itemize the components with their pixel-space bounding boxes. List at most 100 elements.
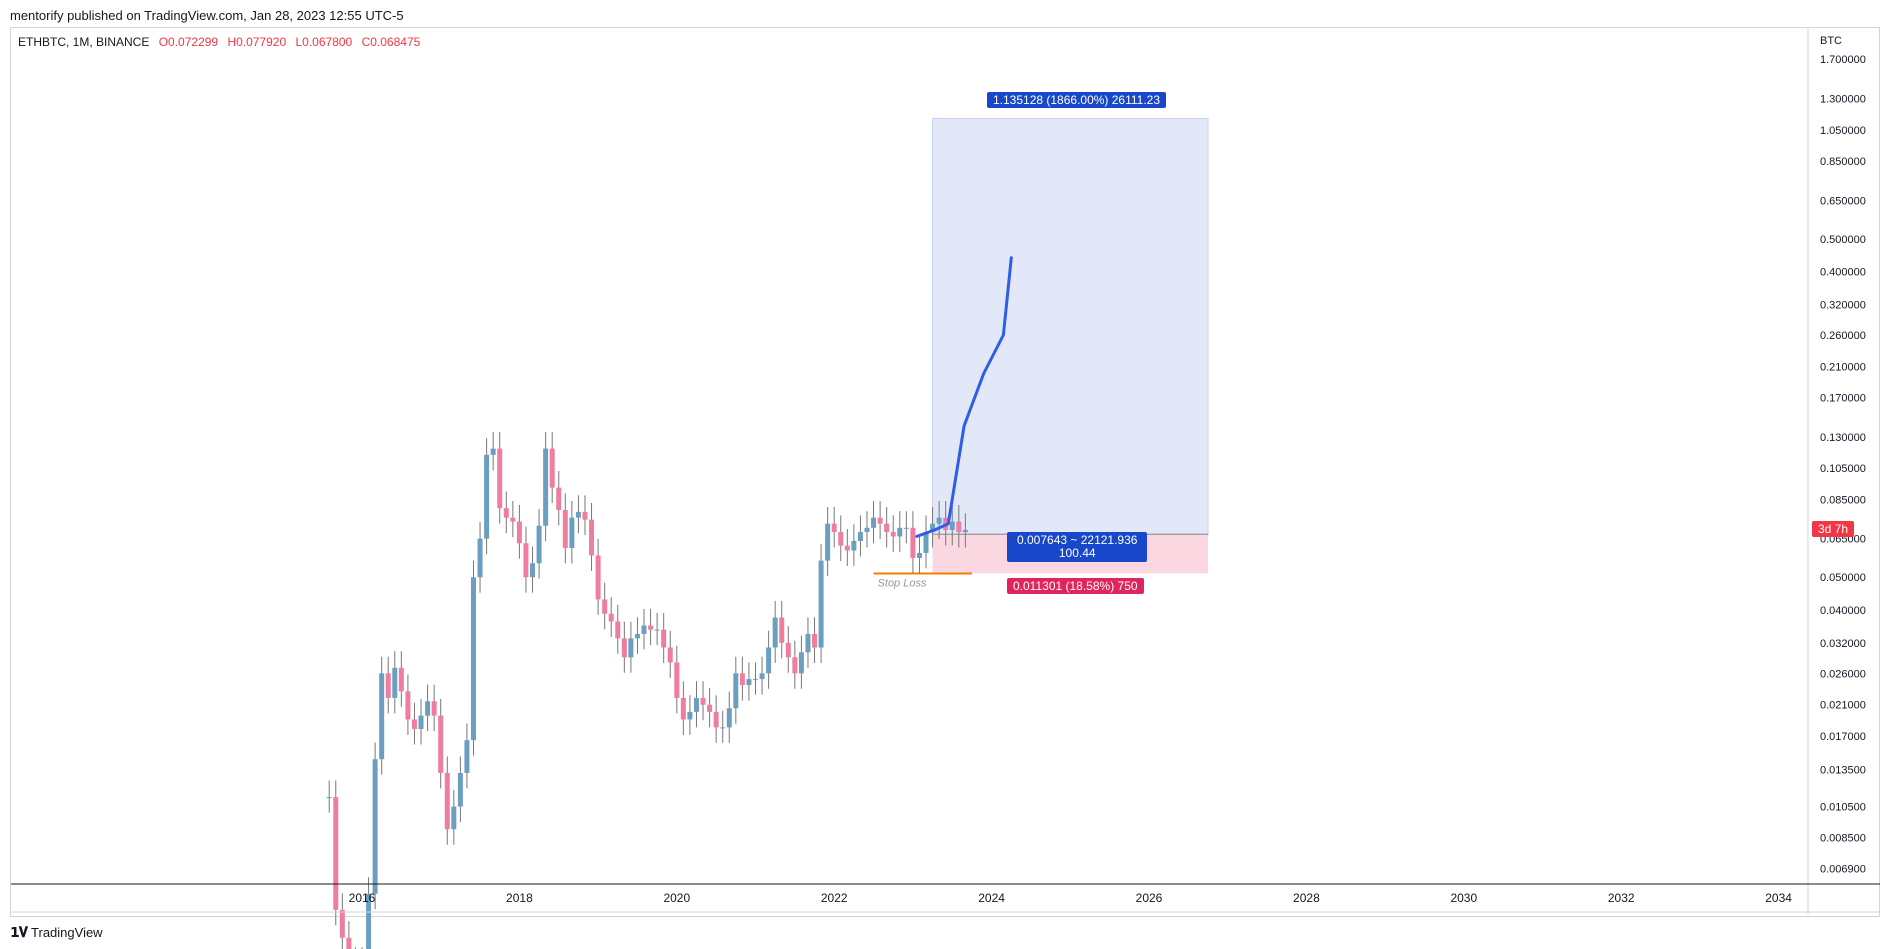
candle-body — [798, 652, 804, 674]
candle-body — [844, 545, 850, 551]
candle-body — [956, 521, 962, 533]
candle-body — [615, 621, 621, 639]
candle-body — [693, 697, 699, 712]
candle-body — [385, 673, 391, 698]
y-tick-label: 0.500000 — [1820, 234, 1866, 246]
axes-layer: 1.700000 1.300000 1.050000 0.850000 0.650000… — [11, 28, 1880, 914]
x-tick-label: 2026 — [1136, 891, 1163, 905]
high-value: H0.077920 — [227, 35, 287, 49]
x-tick-label: 2016 — [349, 891, 376, 905]
candle-body — [549, 448, 555, 488]
candle-body — [654, 629, 660, 631]
y-tick-label: 0.050000 — [1820, 572, 1866, 584]
candle-body — [812, 633, 818, 648]
y-tick-label: 0.085000 — [1820, 494, 1866, 506]
candle-body — [884, 523, 890, 533]
candle-body — [890, 532, 896, 537]
candle-body — [916, 552, 922, 558]
candle-body — [326, 797, 332, 799]
y-tick-label: 0.040000 — [1820, 605, 1866, 617]
candle-body — [464, 740, 470, 773]
y-tick-label: 0.008500 — [1820, 833, 1866, 845]
entry-quantity: 100.44 — [1058, 546, 1096, 560]
currency-label: BTC — [1820, 35, 1842, 47]
candle-body — [707, 704, 713, 712]
candle-body — [497, 448, 503, 509]
candle-body — [720, 727, 726, 729]
candle-body — [470, 577, 476, 741]
y-tick-label: 0.320000 — [1820, 299, 1866, 311]
candle-body — [490, 448, 496, 455]
candle-body — [628, 638, 634, 658]
candle-body — [877, 517, 883, 524]
x-tick-label: 2020 — [663, 891, 690, 905]
position-boxes: Stop Loss — [873, 117, 1209, 589]
x-tick-label: 2032 — [1608, 891, 1635, 905]
candle-body — [346, 937, 352, 949]
candle-body — [936, 517, 942, 524]
y-tick-label: 1.300000 — [1820, 93, 1866, 105]
candle-body — [543, 448, 549, 526]
y-tick-label: 0.105000 — [1820, 463, 1866, 475]
candle-body — [753, 679, 758, 681]
candle-body — [595, 555, 601, 600]
candle-body — [648, 625, 654, 630]
candle-body — [733, 673, 739, 709]
symbol-name: ETHBTC, 1M, BINANCE — [18, 35, 150, 49]
candle-body — [523, 543, 529, 578]
y-tick-label: 0.130000 — [1820, 432, 1866, 444]
x-tick-label: 2030 — [1450, 891, 1477, 905]
projection-path — [915, 256, 1013, 538]
candle-body — [398, 667, 404, 692]
candle-body — [641, 625, 647, 634]
candle-body — [405, 691, 411, 720]
candle-body — [339, 909, 345, 938]
y-tick-label: 0.032000 — [1820, 638, 1866, 650]
x-tick-label: 2034 — [1765, 891, 1792, 905]
candle-body — [411, 719, 417, 730]
y-tick-label: 0.017000 — [1820, 731, 1866, 743]
candle-body — [484, 454, 490, 539]
candle-body — [897, 527, 903, 537]
stop-loss-text: Stop Loss — [878, 577, 927, 589]
y-tick-label: 0.170000 — [1820, 392, 1866, 404]
candle-body — [431, 701, 437, 716]
candle-body — [451, 806, 457, 830]
x-tick-label: 2024 — [978, 891, 1005, 905]
candle-body — [366, 893, 372, 949]
candle-body — [903, 527, 909, 529]
candle-body — [602, 599, 608, 614]
candle-body — [621, 638, 627, 658]
target-label[interactable]: 1.135128 (1866.00%) 26111.23 — [987, 92, 1167, 108]
entry-label[interactable]: 0.007643 ~ 22121.936 100.44 — [1007, 532, 1148, 562]
y-tick-label: 1.050000 — [1820, 125, 1866, 137]
open-value: O0.072299 — [158, 35, 219, 49]
candle-body — [949, 521, 955, 530]
candle-body — [444, 772, 450, 830]
candle-body — [923, 532, 929, 553]
chart-frame — [10, 27, 1880, 917]
y-tick-label: 0.850000 — [1820, 156, 1866, 168]
candle-body — [418, 715, 424, 730]
candle-body — [457, 772, 463, 807]
candle-body — [425, 701, 431, 716]
target-zone — [932, 117, 1209, 535]
candle-body — [438, 715, 444, 773]
candle-body — [392, 667, 398, 698]
low-value: L0.067800 — [295, 35, 353, 49]
stop-label[interactable]: 0.011301 (18.58%) 750 — [1007, 578, 1144, 594]
y-tick-label: 1.700000 — [1820, 54, 1866, 66]
projection-layer — [915, 256, 1013, 538]
tradingview-logo-icon: 𝟭𝐕 — [10, 924, 28, 940]
entry-price-range: 0.007643 ~ 22121.936 — [1017, 533, 1138, 547]
candle-body — [759, 673, 765, 680]
y-tick-label: 0.400000 — [1820, 267, 1866, 279]
y-tick-label: 0.260000 — [1820, 330, 1866, 342]
candle-body — [503, 508, 509, 518]
footer-brand[interactable]: 𝟭𝐕 TradingView — [10, 924, 103, 941]
candle-body — [667, 647, 673, 663]
candle-body — [962, 529, 968, 533]
x-tick-label: 2028 — [1293, 891, 1320, 905]
candle-body — [746, 679, 752, 686]
